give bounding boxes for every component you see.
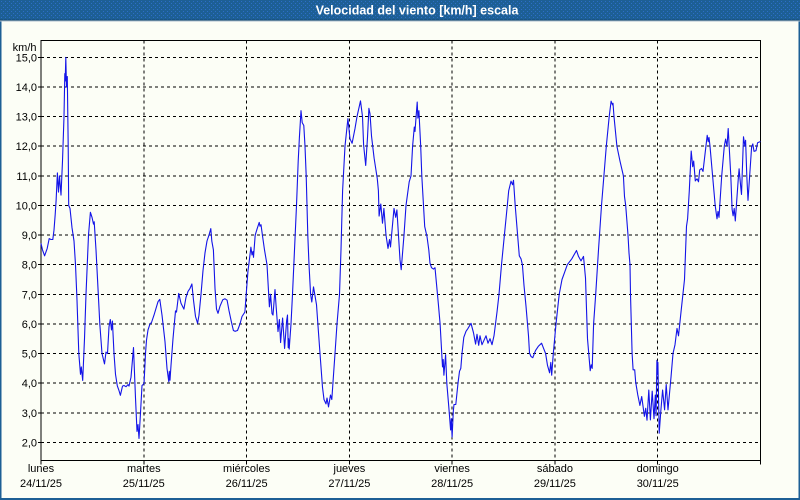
svg-text:10,0: 10,0 — [16, 201, 37, 213]
svg-text:14,0: 14,0 — [16, 82, 37, 94]
svg-text:lunes: lunes — [28, 463, 55, 475]
svg-text:3,0: 3,0 — [22, 408, 37, 420]
svg-text:jueves: jueves — [333, 463, 366, 475]
svg-text:27/11/25: 27/11/25 — [328, 478, 370, 490]
svg-text:30/11/25: 30/11/25 — [637, 478, 679, 490]
svg-text:9,0: 9,0 — [22, 230, 37, 242]
svg-text:km/h: km/h — [13, 42, 37, 54]
svg-text:26/11/25: 26/11/25 — [226, 478, 268, 490]
svg-text:28/11/25: 28/11/25 — [431, 478, 473, 490]
svg-text:15,0: 15,0 — [16, 52, 37, 64]
svg-text:11,0: 11,0 — [16, 171, 37, 183]
svg-text:miércoles: miércoles — [223, 463, 271, 475]
svg-text:2,0: 2,0 — [22, 437, 37, 449]
svg-text:25/11/25: 25/11/25 — [123, 478, 165, 490]
svg-text:martes: martes — [127, 463, 161, 475]
svg-text:sábado: sábado — [537, 463, 573, 475]
svg-text:29/11/25: 29/11/25 — [534, 478, 576, 490]
svg-text:8,0: 8,0 — [22, 260, 37, 272]
svg-text:5,0: 5,0 — [22, 349, 37, 361]
svg-text:6,0: 6,0 — [22, 319, 37, 331]
svg-text:domingo: domingo — [637, 463, 679, 475]
svg-text:4,0: 4,0 — [22, 378, 37, 390]
svg-text:24/11/25: 24/11/25 — [20, 478, 62, 490]
svg-text:12,0: 12,0 — [16, 141, 37, 153]
svg-text:7,0: 7,0 — [22, 289, 37, 301]
svg-text:13,0: 13,0 — [16, 112, 37, 124]
svg-text:Velocidad del viento [km/h] es: Velocidad del viento [km/h] escala — [316, 4, 520, 18]
svg-text:viernes: viernes — [434, 463, 470, 475]
